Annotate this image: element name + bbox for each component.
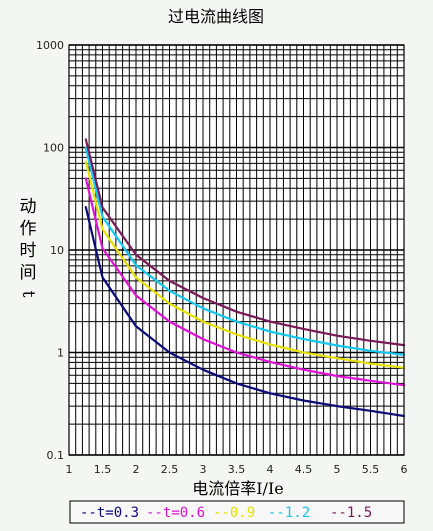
x-tick-label: 3 (200, 463, 207, 476)
x-axis-label: 电流倍率I/Ie (192, 479, 284, 498)
x-tick-label: 2 (133, 463, 140, 476)
y-axis-label-char: 动 (20, 197, 37, 217)
legend-entry: --1.5 (330, 505, 372, 521)
legend-entry: --1.2 (268, 505, 310, 521)
x-tick-label: 2.5 (161, 463, 179, 476)
series-line-t-0-3 (84, 206, 406, 418)
y-tick-label: 100 (43, 142, 64, 155)
series-line-0-9 (84, 160, 406, 369)
legend-entry: --t=0.6 (146, 505, 205, 521)
y-tick-label: 10 (50, 244, 64, 257)
x-tick-label: 3.5 (228, 463, 246, 476)
legend-entry: --t=0.3 (80, 505, 139, 521)
y-axis-label-char: 间 (20, 263, 37, 283)
grid (68, 44, 405, 456)
x-tick-label: 4.5 (295, 463, 313, 476)
y-axis-label-char: 作 (20, 219, 37, 239)
series-line-t-0-6 (84, 177, 406, 387)
y-tick-label: 1000 (36, 39, 64, 52)
x-tick-label: 1 (66, 463, 73, 476)
x-tick-label: 6 (401, 463, 408, 476)
series-line-1-5 (84, 138, 406, 347)
legend: --t=0.3 --t=0.6 --0.9 --1.2 --1.5 (69, 500, 405, 524)
legend-entry: --0.9 (213, 505, 255, 521)
y-axis-label-char: t (18, 291, 38, 298)
y-axis-label-char: 时 (20, 241, 37, 261)
chart-title: 过电流曲线图 (168, 7, 264, 26)
x-tick-label: 5.5 (362, 463, 380, 476)
x-axis-ticks: 1 1.5 2 2.5 3 3.5 4 4.5 5 5.5 6 (66, 463, 408, 476)
series-lines (84, 138, 406, 418)
x-tick-label: 5 (334, 463, 341, 476)
legend-box (69, 500, 405, 524)
y-axis-ticks: 0.1 1 10 100 1000 (36, 39, 64, 462)
y-tick-label: 0.1 (47, 449, 65, 462)
x-tick-label: 4 (267, 463, 274, 476)
plot-frame (68, 44, 405, 456)
y-tick-label: 1 (57, 347, 64, 360)
x-tick-label: 1.5 (94, 463, 112, 476)
series-line-1-2 (84, 146, 406, 356)
